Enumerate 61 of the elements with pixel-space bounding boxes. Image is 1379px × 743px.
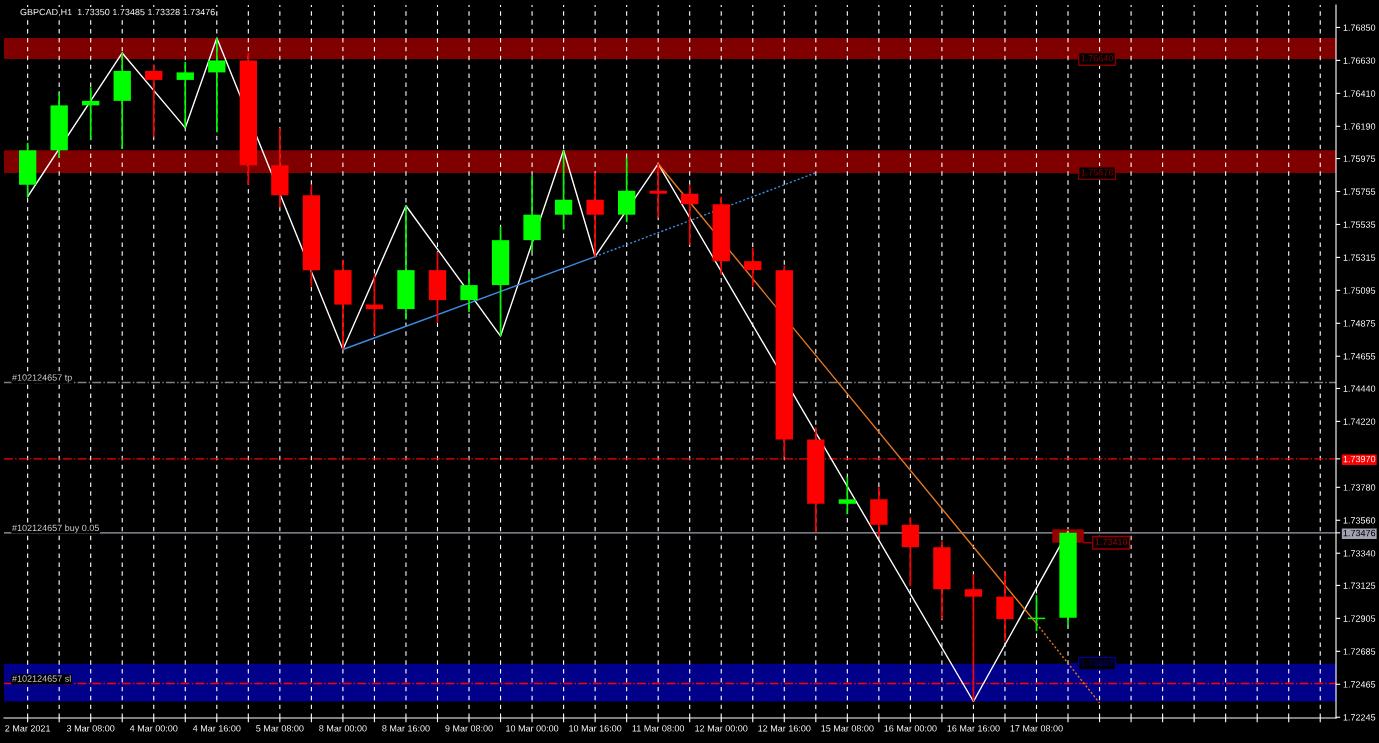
y-tick-label: 1.73125 [1343, 582, 1376, 589]
candlestick [744, 246, 762, 288]
ref-line-label: #102124657 buy 0.05 [12, 524, 99, 533]
candlestick [681, 183, 699, 246]
x-tick-label: 4 Mar 16:00 [192, 725, 241, 732]
y-tick-label: 1.73780 [1343, 484, 1376, 491]
candlestick [176, 61, 194, 129]
x-tick-label: 17 Mar 08:00 [1010, 725, 1063, 732]
y-tick-label: 1.75755 [1343, 188, 1376, 195]
chart-title: GBPCAD,H1 1.73350 1.73485 1.73328 1.73476 [20, 8, 215, 17]
band-label: 1.75878 [1081, 169, 1113, 176]
y-tick-label: 1.75095 [1343, 287, 1376, 294]
y-tick-label: 1.76850 [1343, 24, 1376, 31]
band-label: 1.72602 [1081, 659, 1113, 667]
candlestick [649, 162, 667, 219]
y-tick-label: 1.73970 [1343, 455, 1376, 463]
y-tick-label: 1.75975 [1343, 155, 1376, 162]
candlestick [460, 270, 478, 313]
candlestick [901, 516, 920, 588]
x-tick-label: 10 Mar 00:00 [506, 725, 559, 732]
x-tick-label: 8 Mar 16:00 [382, 725, 430, 732]
x-tick-label: 16 Mar 00:00 [884, 725, 937, 732]
y-tick-label: 1.73340 [1343, 550, 1376, 557]
ref-line-label: #102124657 tp [12, 374, 72, 383]
y-tick-label: 1.74875 [1343, 320, 1376, 327]
y-tick-label: 1.76630 [1343, 57, 1376, 64]
y-tick-label: 1.76410 [1343, 90, 1376, 97]
x-tick-label: 12 Mar 00:00 [695, 725, 748, 732]
candlestick [996, 570, 1014, 643]
band-label: 1.76640 [1081, 54, 1113, 62]
candlestick [586, 171, 604, 258]
y-tick-label: 1.76190 [1343, 123, 1376, 130]
y-tick-label: 1.73560 [1343, 517, 1376, 524]
candlestick [145, 64, 163, 138]
x-tick-label: 8 Mar 00:00 [319, 725, 367, 732]
x-tick-label: 5 Mar 08:00 [256, 725, 304, 732]
y-tick-label: 1.72465 [1343, 681, 1376, 688]
x-tick-label: 12 Mar 16:00 [758, 725, 811, 732]
x-tick-label: 16 Mar 16:00 [947, 725, 1000, 732]
ref-line-label: #102124657 sl [12, 675, 71, 682]
candlestick [208, 37, 226, 134]
x-tick-label: 15 Mar 08:00 [821, 725, 874, 732]
y-tick-label: 1.75535 [1343, 221, 1376, 228]
y-tick-label: 1.74220 [1343, 418, 1376, 425]
y-tick-label: 1.74655 [1343, 353, 1376, 360]
candlestick [617, 156, 636, 224]
y-tick-label: 1.72245 [1343, 714, 1376, 721]
y-tick-label: 1.73476 [1343, 529, 1376, 537]
candlestick [554, 149, 573, 231]
y-tick-label: 1.72905 [1343, 615, 1376, 622]
x-tick-label: 3 Mar 08:00 [66, 725, 115, 732]
y-tick-label: 1.75315 [1343, 254, 1376, 261]
y-tick-label: 1.72685 [1343, 648, 1376, 655]
annotation: 1.73410 [1095, 538, 1128, 546]
x-tick-label: 2 Mar 2021 [5, 725, 51, 732]
x-tick-label: 10 Mar 16:00 [569, 725, 622, 732]
candlestick [838, 476, 857, 516]
x-tick-label: 4 Mar 00:00 [129, 725, 178, 732]
x-tick-label: 11 Mar 08:00 [632, 725, 685, 732]
y-tick-label: 1.74440 [1343, 385, 1376, 392]
x-tick-label: 9 Mar 08:00 [445, 725, 493, 732]
